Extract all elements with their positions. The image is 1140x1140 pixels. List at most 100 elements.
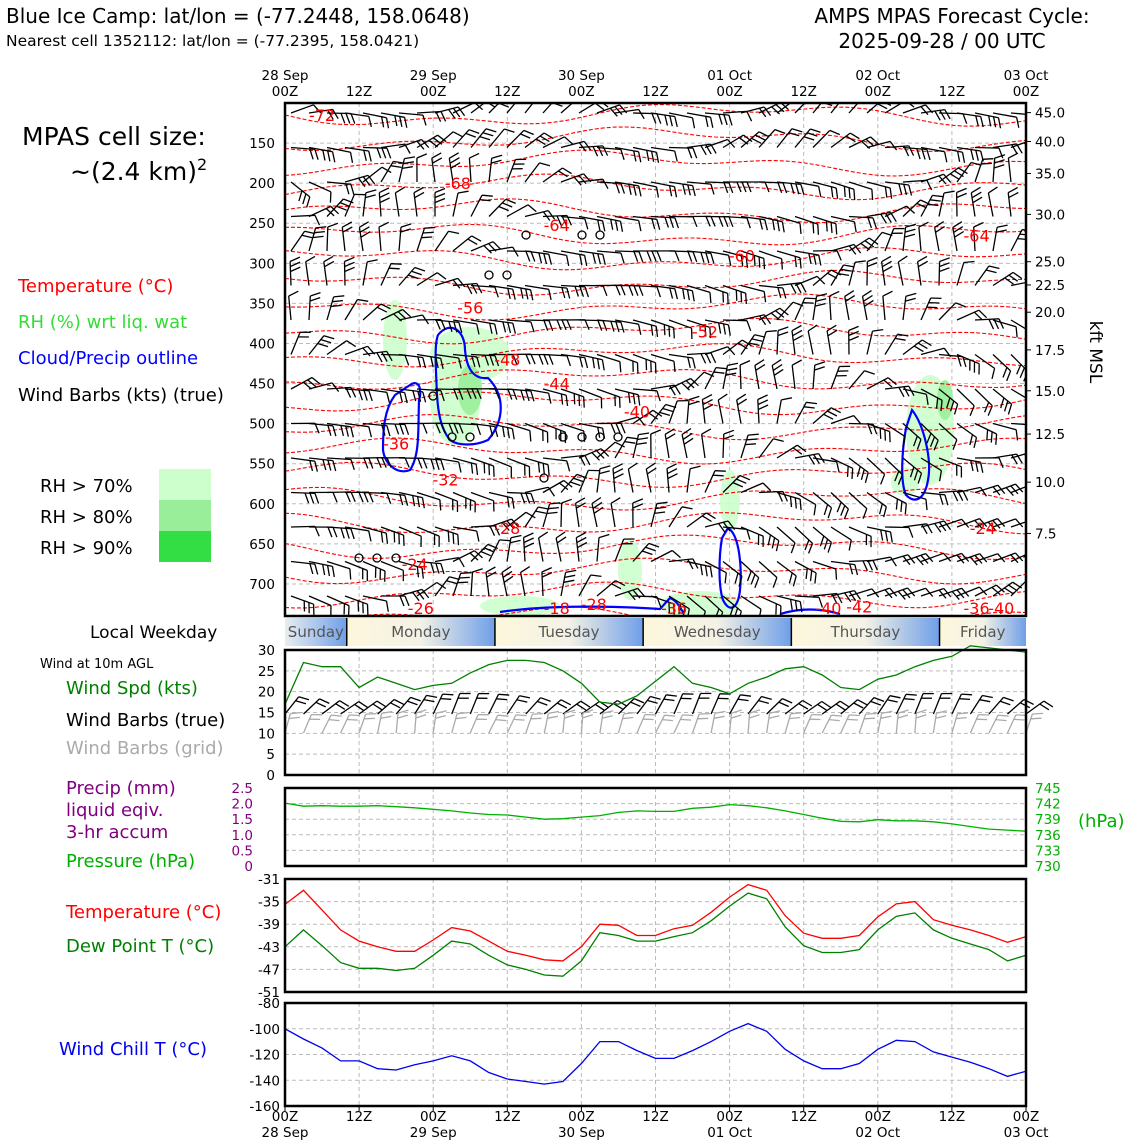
wind-barb-feather [702, 399, 713, 406]
wind-barb-feather [667, 473, 678, 480]
pressure-tick-label: 600 [249, 497, 275, 513]
wind-barb-shaft [848, 262, 856, 286]
wind-barb-shaft [434, 576, 450, 597]
wind-barb-feather [448, 321, 453, 332]
wind-barb-feather [487, 103, 496, 108]
wind-barb-feather [578, 395, 581, 407]
wind-barb-feather [746, 529, 751, 540]
wind-barb-shaft [884, 145, 909, 149]
wind-ytick-label: 10 [258, 726, 275, 742]
wind-barb-feather [501, 565, 512, 574]
wind-barb-feather [681, 506, 693, 510]
wind-barb-feather [884, 589, 893, 599]
wind-barb-feather [611, 583, 622, 590]
wind-barb-feather [1034, 451, 1041, 460]
wind-barb-feather [758, 699, 769, 705]
wind-barb-shaft [920, 457, 942, 472]
wind-barb-shaft [452, 550, 475, 563]
wind-barb-feather [758, 131, 769, 138]
wind-barb-feather [494, 355, 500, 367]
wind-barb-feather [718, 322, 722, 334]
pressure-tick-label: 650 [249, 537, 275, 553]
wind-barb-shaft [794, 526, 813, 544]
wind-barb-shaft [542, 284, 567, 289]
wind-barb-shaft [308, 227, 317, 252]
wind-barb-shaft [681, 434, 688, 459]
cloud-outlines [381, 326, 931, 616]
top-hour-label: 12Z [790, 84, 816, 100]
wind-barb-feather [956, 151, 961, 162]
wind-barb-shaft [341, 227, 346, 252]
wind-barb-feather [479, 135, 491, 141]
wind-barb-feather [465, 132, 477, 138]
wind-barb-feather [722, 323, 727, 335]
wind-barb-feather [435, 111, 442, 122]
wind-barb-feather [828, 718, 840, 722]
wind-barb-feather [975, 115, 979, 127]
wind-barb-feather [704, 565, 708, 577]
wind-barb-feather [669, 217, 675, 229]
wind-barb-feather [848, 591, 857, 601]
wind-barb-feather [998, 147, 1004, 159]
wind-barb-feather [831, 714, 843, 717]
wind-barb-feather [885, 213, 892, 223]
wind-barb-shaft [488, 103, 500, 114]
wind-barb-feather [699, 712, 710, 715]
wind-barb-shaft [920, 173, 944, 183]
wind-barb-feather [731, 709, 742, 714]
wind-barb-shaft [938, 302, 957, 321]
rh80-swatch [159, 500, 211, 531]
wind-barb-shaft [884, 333, 899, 355]
wind-barb-shaft [938, 261, 941, 286]
wind-barb-feather [414, 191, 425, 199]
wind-barb-shaft [987, 192, 994, 217]
wind-barb-feather [710, 352, 717, 364]
wind-barb-shaft [414, 695, 428, 715]
wind-barb-shaft [1007, 158, 1012, 183]
wind-barb-feather [610, 423, 616, 434]
wind-barb-feather [650, 324, 654, 336]
wind-barb-feather [973, 311, 983, 321]
wind-barb-shaft [920, 146, 945, 153]
wind-barb-shaft [794, 275, 818, 287]
wind-barb-feather [730, 714, 742, 719]
wind-barb-feather [728, 182, 734, 194]
wind-barb-feather [633, 150, 637, 162]
wind-barb-feather [722, 291, 725, 303]
wind-barb-feather [614, 441, 625, 448]
wind-barb-feather [452, 131, 464, 138]
wind-barb-feather [342, 226, 353, 233]
wind-barb-shaft [560, 140, 585, 149]
wind-barb-shaft [636, 714, 646, 734]
wind-barb-feather [449, 576, 460, 581]
wind-barb-feather [505, 198, 516, 205]
wind-barb-shaft [560, 284, 586, 288]
wind-barb-feather [882, 265, 893, 273]
wind-barb-feather [530, 493, 536, 504]
wind-barb-shaft [803, 714, 813, 734]
wind-barb-feather [981, 162, 992, 165]
wind-barb-feather [523, 532, 534, 539]
wind-barb-feather [542, 463, 545, 475]
height-tick-label: 30.0 [1035, 207, 1065, 223]
wind-barb-feather [368, 491, 374, 503]
weekday-name: Monday [391, 623, 450, 641]
wind-barb-shaft [398, 560, 423, 569]
temp-contour-label: -28 [581, 595, 607, 614]
cloud-outline [381, 382, 422, 473]
wind-barb-feather [655, 506, 667, 510]
wind-barb-shaft [596, 353, 621, 363]
wind-barb-feather [543, 354, 549, 365]
wind-barb-feather [792, 334, 804, 342]
wind-barb-feather [1043, 700, 1054, 708]
wind-barb-feather [548, 506, 559, 510]
wind-barb-feather [602, 710, 614, 714]
wind-barb-shaft [701, 399, 706, 424]
wind-barb-feather [416, 496, 421, 508]
wind-barb-feather [335, 703, 346, 710]
wind-barb-shaft [686, 181, 711, 185]
wind-barb-feather [345, 425, 350, 437]
wind-barb-shaft [794, 128, 811, 148]
wind-barb-feather [469, 152, 480, 159]
wind-barb-shaft [578, 250, 603, 256]
